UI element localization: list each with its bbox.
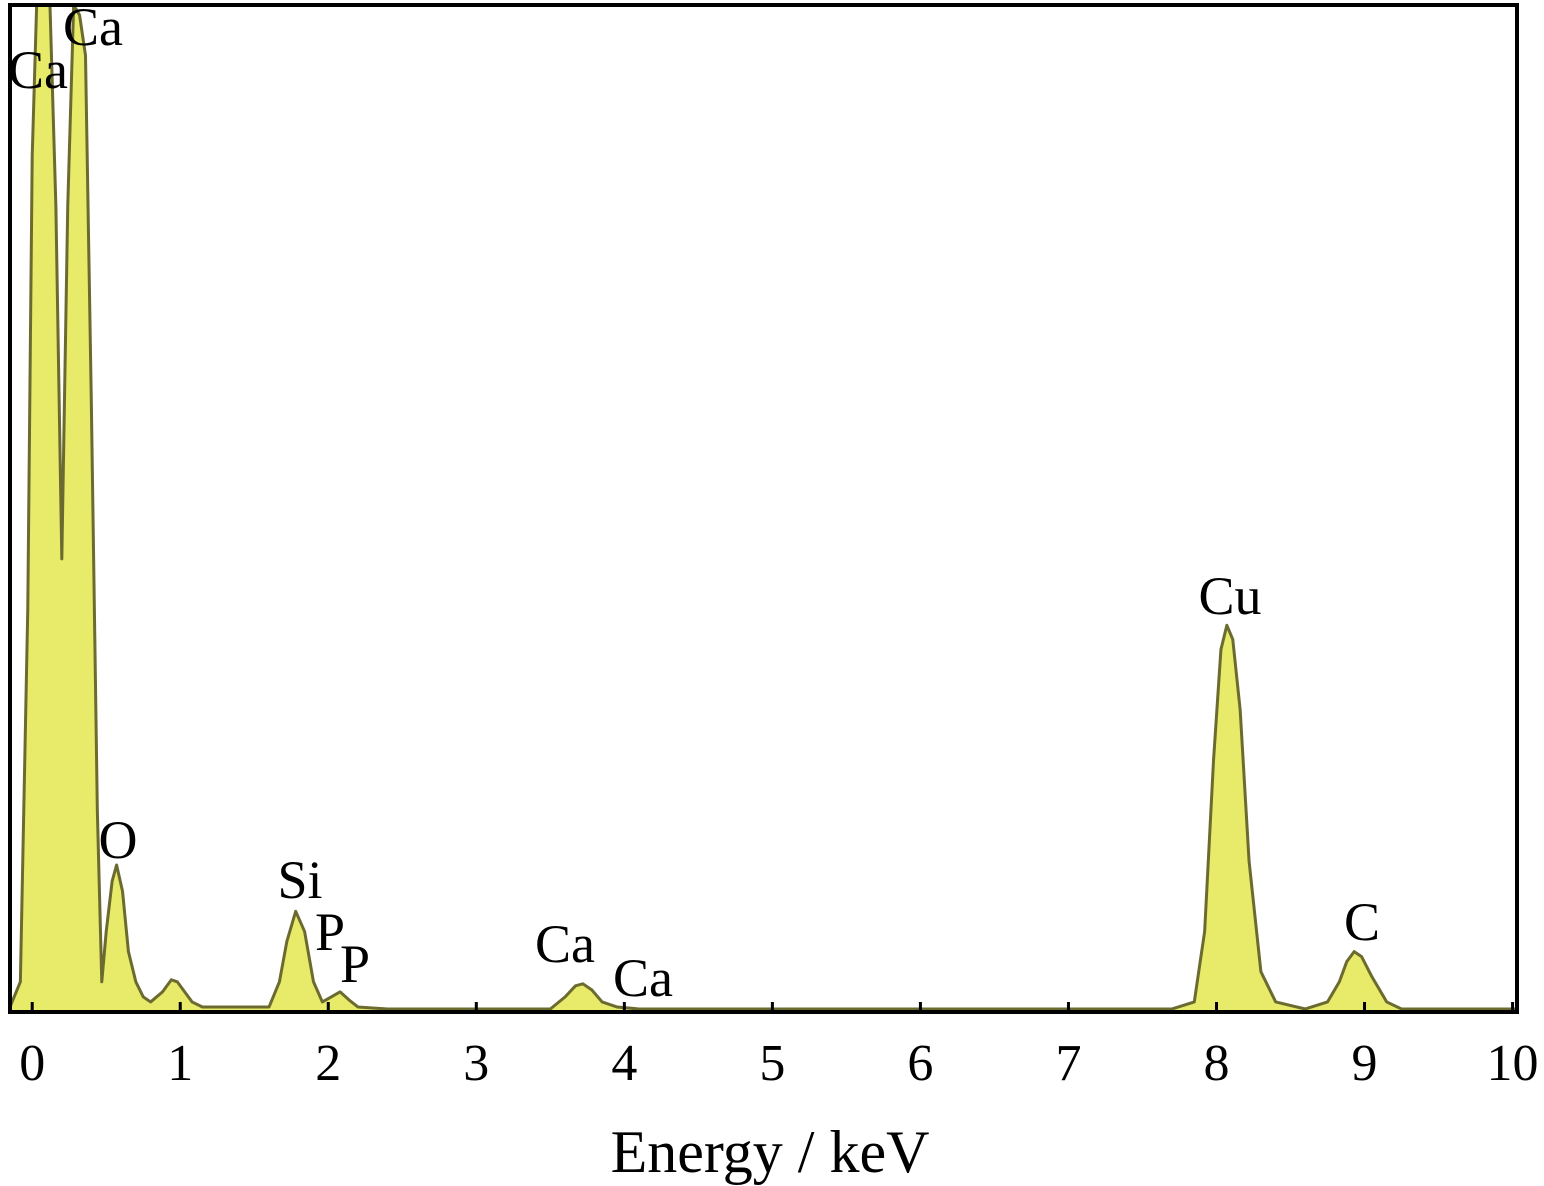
- x-tick-label: 3: [463, 1035, 489, 1092]
- peak-label: P: [340, 934, 370, 994]
- x-tick-label: 1: [167, 1035, 193, 1092]
- spectrum-area: [8, 3, 1519, 1014]
- x-tick-label: 5: [759, 1035, 785, 1092]
- peak-label: Ca: [8, 40, 68, 100]
- peak-label: Cu: [1198, 566, 1261, 626]
- peak-label: Ca: [63, 0, 123, 57]
- peak-label: O: [99, 810, 138, 870]
- x-tick-label: 9: [1352, 1035, 1378, 1092]
- x-tick-label: 8: [1203, 1035, 1229, 1092]
- x-tick-label: 2: [315, 1035, 341, 1092]
- plot-frame: [8, 3, 1519, 1014]
- x-tick-label: 4: [611, 1035, 637, 1092]
- peak-label: Si: [277, 850, 322, 910]
- peak-label: Ca: [613, 948, 673, 1008]
- peak-label: C: [1344, 892, 1380, 952]
- x-axis-label: Energy / keV: [611, 1119, 930, 1185]
- peak-label: Ca: [535, 914, 595, 974]
- x-tick-label: 10: [1487, 1035, 1539, 1092]
- peak-label: P: [315, 902, 345, 962]
- x-tick-label: 7: [1055, 1035, 1081, 1092]
- x-tick-label: 0: [19, 1035, 45, 1092]
- x-tick-label: 6: [907, 1035, 933, 1092]
